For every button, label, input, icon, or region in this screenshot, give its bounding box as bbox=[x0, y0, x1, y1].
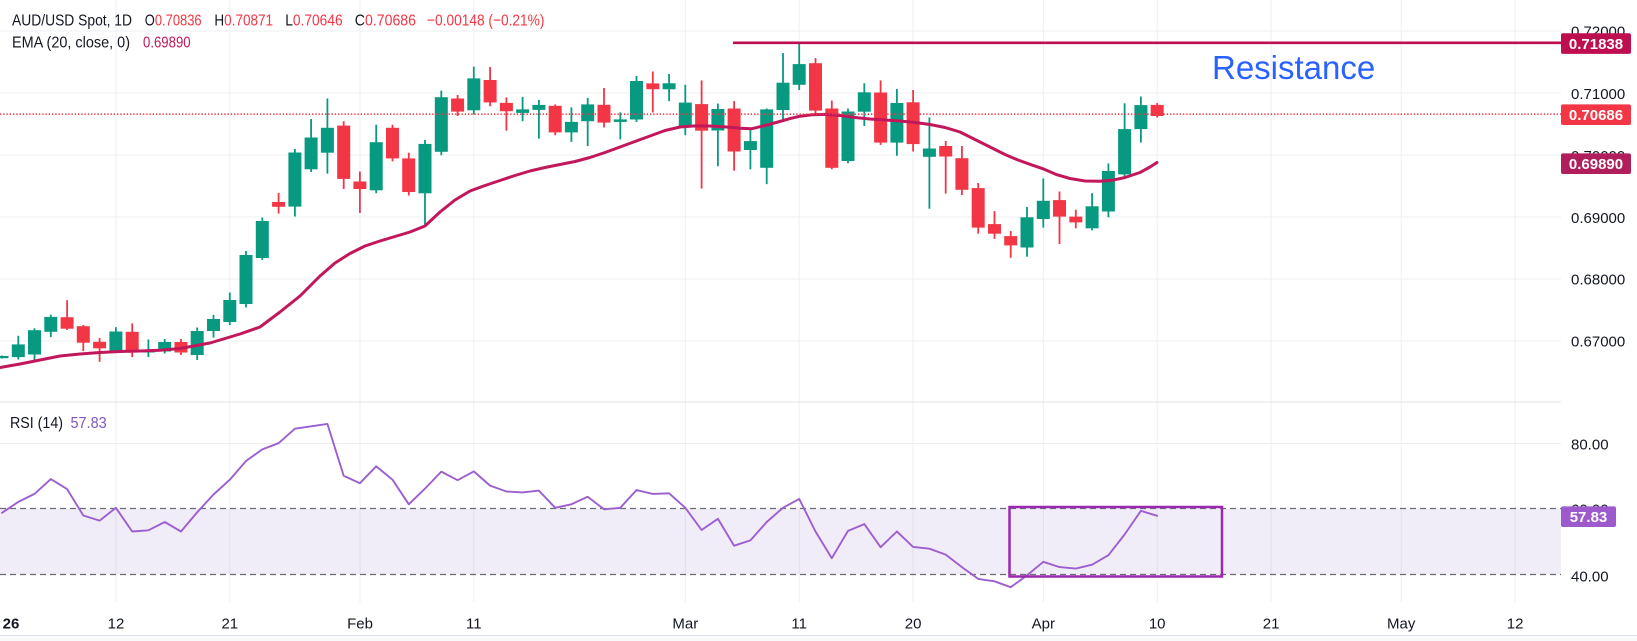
svg-text:EMA (20, close, 0): EMA (20, close, 0) bbox=[12, 35, 130, 52]
svg-text:Feb: Feb bbox=[347, 616, 373, 633]
svg-text:0.68000: 0.68000 bbox=[1571, 272, 1625, 289]
svg-text:57.83: 57.83 bbox=[1570, 509, 1608, 526]
svg-text:0.71000: 0.71000 bbox=[1571, 86, 1625, 103]
svg-text:11: 11 bbox=[791, 616, 807, 633]
svg-text:0.69890: 0.69890 bbox=[143, 35, 191, 52]
svg-text:0.69890: 0.69890 bbox=[1569, 156, 1623, 173]
svg-text:Resistance: Resistance bbox=[1212, 49, 1375, 86]
svg-text:0.70686: 0.70686 bbox=[1569, 107, 1623, 124]
svg-text:May: May bbox=[1387, 616, 1416, 633]
svg-text:AUD/USD Spot, 1D: AUD/USD Spot, 1D bbox=[12, 13, 132, 30]
svg-text:H0.70871: H0.70871 bbox=[214, 13, 273, 30]
svg-text:−0.00148 (−0.21%): −0.00148 (−0.21%) bbox=[427, 13, 544, 30]
svg-text:57.83: 57.83 bbox=[71, 415, 107, 432]
svg-text:L0.70646: L0.70646 bbox=[285, 13, 343, 30]
svg-text:26: 26 bbox=[3, 616, 20, 633]
svg-text:11: 11 bbox=[466, 616, 482, 633]
svg-text:0.67000: 0.67000 bbox=[1571, 333, 1625, 350]
svg-text:12: 12 bbox=[1507, 616, 1524, 633]
svg-text:40.00: 40.00 bbox=[1571, 568, 1609, 585]
svg-text:20: 20 bbox=[905, 616, 922, 633]
svg-text:0.69000: 0.69000 bbox=[1571, 210, 1625, 227]
svg-text:Apr: Apr bbox=[1032, 616, 1055, 633]
svg-text:RSI (14): RSI (14) bbox=[10, 415, 63, 432]
svg-text:80.00: 80.00 bbox=[1571, 436, 1609, 453]
svg-text:0.71838: 0.71838 bbox=[1569, 36, 1623, 53]
svg-text:12: 12 bbox=[108, 616, 125, 633]
svg-text:21: 21 bbox=[1263, 616, 1280, 633]
svg-text:Mar: Mar bbox=[672, 616, 698, 633]
svg-text:C0.70686: C0.70686 bbox=[355, 13, 416, 30]
svg-text:21: 21 bbox=[221, 616, 238, 633]
svg-text:O0.70836: O0.70836 bbox=[145, 13, 202, 30]
svg-text:10: 10 bbox=[1149, 616, 1166, 633]
